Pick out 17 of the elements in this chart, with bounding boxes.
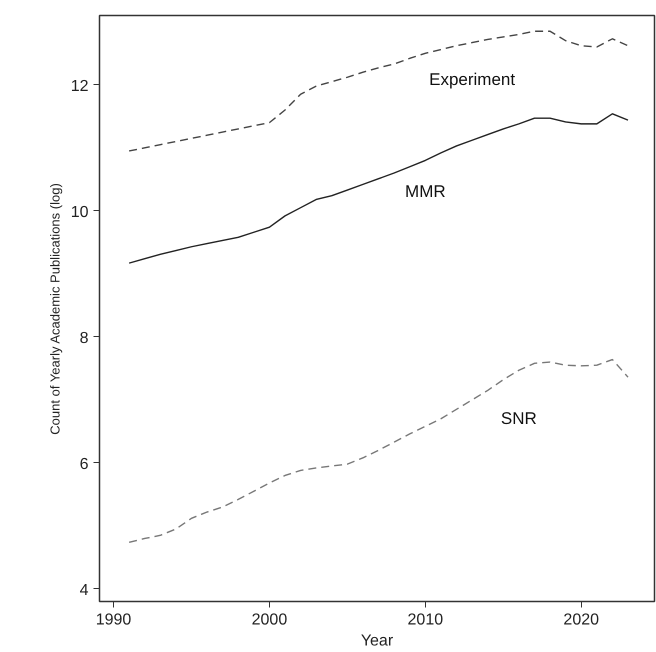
y-tick-label: 4 [80,582,89,599]
y-tick-label: 10 [70,204,89,221]
series-label: Experiment [429,70,516,90]
y-tick-label: 6 [80,456,89,473]
y-tick-label: 12 [70,78,89,95]
series-label: MMR [405,182,446,201]
x-tick-label: 2000 [252,612,288,628]
line-series [128,358,629,543]
series-label: SNR [500,408,537,428]
y-tick-label: 8 [80,330,89,347]
y-axis-title: Count of Yearly Academic Publications (log) [48,183,63,435]
line-series [128,30,629,152]
line-series [128,113,629,264]
x-tick-label: 2020 [563,612,600,628]
x-axis-title: Year [360,632,394,650]
x-tick-label: 2010 [408,612,444,628]
x-tick-label: 1990 [96,612,132,628]
